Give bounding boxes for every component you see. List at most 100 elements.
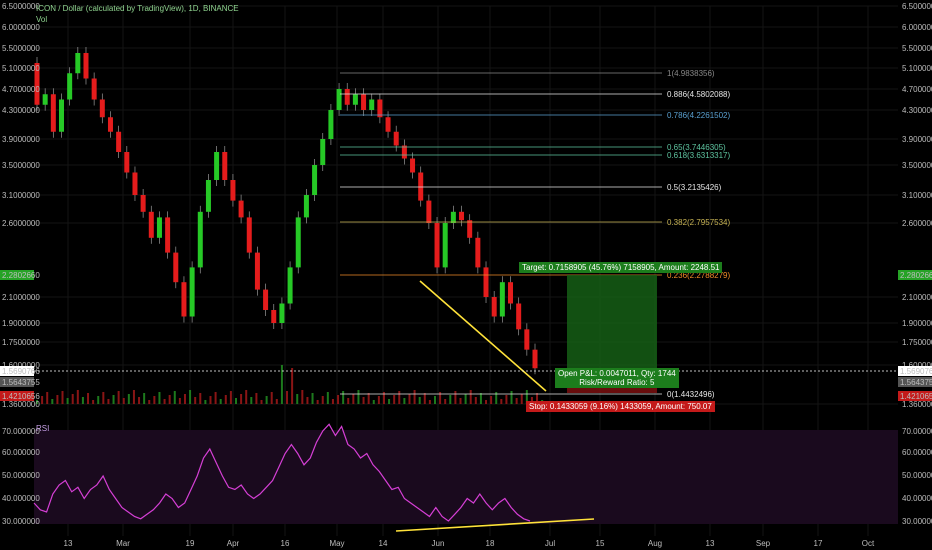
rsi-tick-left: 30.000000: [2, 517, 40, 526]
volume-bar: [148, 400, 151, 404]
volume-bar: [168, 395, 171, 404]
volume-bar: [469, 390, 472, 404]
price-marker-label: 2.2802660: [2, 271, 40, 280]
volume-bar: [347, 398, 350, 404]
volume-bar: [490, 396, 493, 404]
candle-body: [532, 349, 538, 369]
candle-body: [385, 117, 391, 132]
volume-bar: [92, 400, 95, 404]
volume-bar: [127, 394, 130, 404]
chart-title: ICON / Dollar (calculated by TradingView…: [36, 4, 239, 13]
candle-body: [271, 310, 277, 323]
volume-bar: [515, 398, 518, 404]
price-tick-right: 2.1000000: [902, 293, 932, 302]
fib-label: 0(1.4432496): [667, 390, 715, 399]
volume-bar: [270, 392, 273, 404]
volume-bar: [331, 399, 334, 404]
candle-body: [524, 329, 530, 350]
candle-body: [312, 165, 318, 195]
candle-body: [116, 131, 122, 152]
candle-body: [508, 282, 514, 304]
volume-bar: [362, 397, 365, 404]
volume-bar: [536, 393, 539, 404]
volume-bar: [209, 396, 212, 404]
volume-bar: [449, 395, 452, 404]
fib-label: 0.382(2.7957534): [667, 218, 731, 227]
candle-body: [189, 267, 195, 317]
volume-bar: [245, 390, 248, 404]
price-tick-right: 3.5000000: [902, 161, 932, 170]
volume-bar: [485, 400, 488, 404]
candle-body: [303, 195, 309, 218]
rsi-tick-left: 60.000000: [2, 448, 40, 457]
target-text: Target: 0.7158905 (45.76%) 7158905, Amou…: [522, 263, 720, 272]
volume-bar: [342, 391, 345, 404]
time-tick: 19: [186, 539, 195, 548]
price-tick-right: 3.1000000: [902, 191, 932, 200]
volume-bar: [377, 396, 380, 404]
price-tick-left: 4.3000000: [2, 106, 40, 115]
candle-body: [369, 99, 375, 110]
price-tick-right: 5.5000000: [902, 44, 932, 53]
candle-body: [344, 89, 350, 105]
candle-body: [197, 211, 203, 268]
rsi-trendline[interactable]: [395, 518, 595, 532]
rsi-tick-right: 40.000000: [902, 494, 932, 503]
candle-body: [459, 211, 465, 221]
candle-body: [516, 303, 522, 330]
volume-bar: [525, 390, 528, 404]
time-tick: Apr: [227, 539, 240, 548]
volume-bar: [479, 393, 482, 404]
candle-body: [34, 63, 40, 105]
price-trendline[interactable]: [419, 280, 547, 392]
candle-body: [295, 217, 301, 268]
volume-bar: [433, 396, 436, 404]
volume-bar: [311, 393, 314, 404]
time-tick: Jun: [432, 539, 445, 548]
volume-bar: [388, 399, 391, 404]
rsi-tick-left: 70.000000: [2, 427, 40, 436]
candle-body: [410, 158, 416, 173]
volume-bar: [474, 397, 477, 404]
price-tick-left: 6.0000000: [2, 23, 40, 32]
pnl-label: Open P&L: 0.0047011, Qty: 1744 Risk/Rewa…: [555, 368, 679, 388]
fib-label: 0.886(4.5802088): [667, 90, 731, 99]
candle-body: [50, 94, 56, 132]
volume-bar: [367, 393, 370, 404]
candle-body: [222, 152, 228, 180]
volume-bar: [296, 394, 299, 404]
time-tick: Jul: [545, 539, 555, 548]
time-tick: Aug: [648, 539, 662, 548]
rsi-label: RSI: [36, 424, 50, 433]
candle-body: [205, 180, 211, 212]
price-tick-right: 4.7000000: [902, 85, 932, 94]
candle-body: [393, 131, 399, 146]
price-marker-bg: [0, 366, 34, 376]
volume-bar: [81, 397, 84, 404]
candle-body: [401, 145, 407, 159]
volume-bars: [36, 365, 544, 404]
volume-bar: [316, 400, 319, 404]
volume-bar: [428, 400, 431, 404]
candle-body: [140, 195, 146, 212]
volume-bar: [326, 392, 329, 404]
volume-bar: [250, 397, 253, 404]
candle-body: [42, 94, 48, 105]
volume-bar: [36, 400, 38, 404]
candle-body: [475, 237, 481, 268]
time-tick: Sep: [756, 539, 771, 548]
price-marker-label: 1.4210656: [2, 392, 40, 401]
volume-bar: [352, 394, 355, 404]
time-tick: May: [329, 539, 344, 548]
volume-bar: [102, 392, 105, 404]
volume-bar: [393, 395, 396, 404]
volume-bar: [153, 396, 156, 404]
time-tick: 15: [596, 539, 605, 548]
volume-bar: [183, 394, 186, 404]
candle-body: [442, 223, 448, 268]
candle-body: [279, 303, 285, 323]
volume-bar: [173, 391, 176, 404]
volume-bar: [199, 393, 202, 404]
volume-bar: [132, 390, 135, 404]
